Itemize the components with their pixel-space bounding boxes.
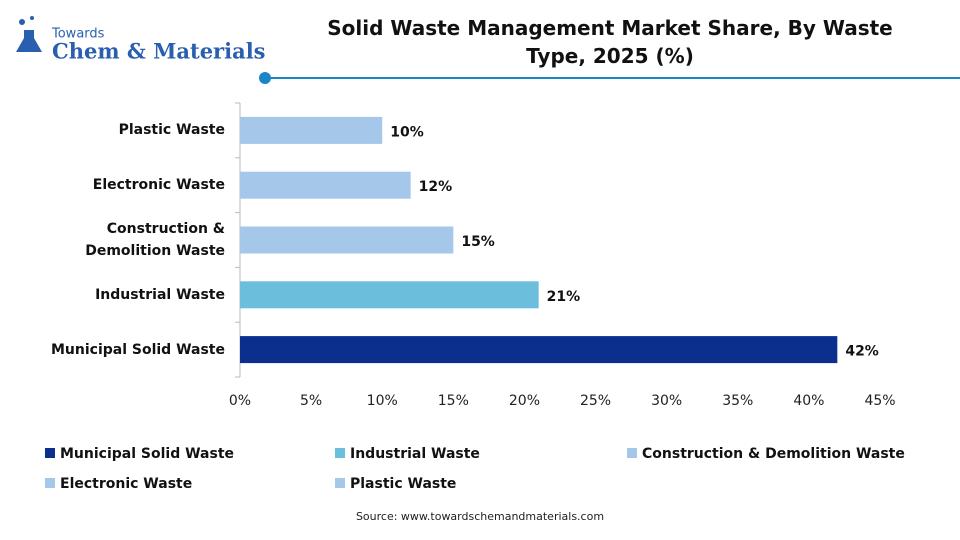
bar bbox=[240, 226, 454, 254]
x-tick-label: 25% bbox=[580, 393, 611, 409]
legend-label: Construction & Demolition Waste bbox=[642, 446, 905, 462]
x-tick-label: 0% bbox=[229, 393, 251, 409]
logo-name: Chem & Materials bbox=[52, 39, 266, 64]
x-tick-label: 45% bbox=[864, 393, 895, 409]
legend-swatch bbox=[45, 478, 55, 488]
bar bbox=[240, 171, 411, 199]
bar bbox=[240, 281, 539, 309]
x-tick-label: 35% bbox=[722, 393, 753, 409]
value-label: 21% bbox=[547, 289, 581, 305]
value-label: 12% bbox=[419, 179, 453, 195]
value-label: 42% bbox=[845, 344, 879, 360]
y-tick-label: Electronic Waste bbox=[92, 177, 225, 194]
y-tick-label: Municipal Solid Waste bbox=[50, 341, 225, 358]
title-dot bbox=[259, 72, 271, 84]
logo-top: Towards bbox=[51, 27, 105, 42]
x-tick-label: 40% bbox=[793, 393, 824, 409]
logo-icon bbox=[16, 16, 42, 52]
legend-swatch bbox=[45, 448, 55, 458]
x-tick-label: 20% bbox=[509, 393, 540, 409]
x-tick-label: 30% bbox=[651, 393, 682, 409]
y-tick-label: Industrial Waste bbox=[95, 286, 225, 303]
legend-label: Municipal Solid Waste bbox=[60, 446, 234, 462]
y-tick-label: Construction & Demolition Waste bbox=[85, 221, 225, 259]
y-tick-label: Plastic Waste bbox=[118, 122, 225, 139]
x-tick-label: 5% bbox=[300, 393, 322, 409]
legend-label: Plastic Waste bbox=[350, 476, 456, 492]
source: Source: www.towardschemandmaterials.com bbox=[356, 510, 604, 523]
value-label: 10% bbox=[390, 124, 424, 140]
bar bbox=[240, 336, 838, 364]
value-label: 15% bbox=[461, 234, 495, 250]
chart-title: Solid Waste Management Market Share, By … bbox=[327, 16, 893, 68]
legend-swatch bbox=[627, 448, 637, 458]
x-tick-label: 15% bbox=[438, 393, 469, 409]
bar bbox=[240, 116, 383, 144]
legend-swatch bbox=[335, 478, 345, 488]
legend-label: Electronic Waste bbox=[60, 476, 192, 492]
x-tick-label: 10% bbox=[367, 393, 398, 409]
legend-swatch bbox=[335, 448, 345, 458]
legend-label: Industrial Waste bbox=[350, 446, 480, 462]
